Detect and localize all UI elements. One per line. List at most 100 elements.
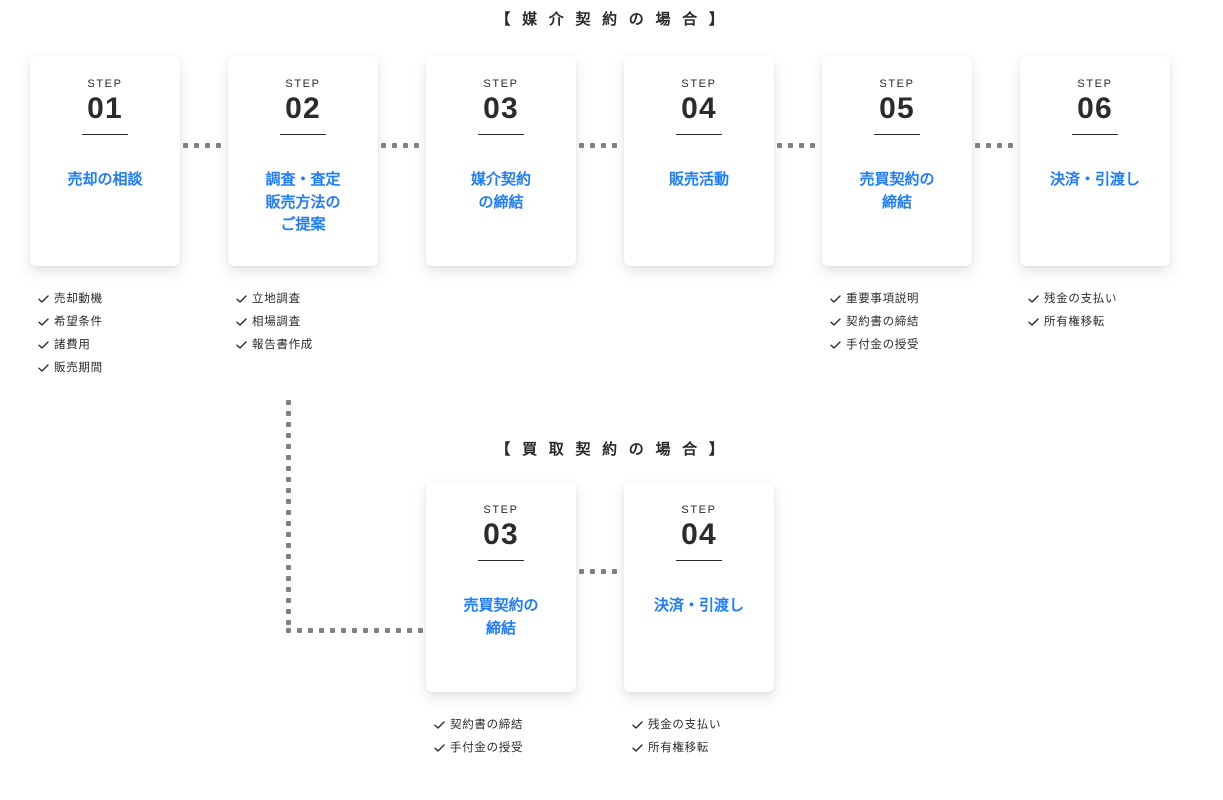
step-card-purchase-04: STEP04決済・引渡し <box>624 482 774 692</box>
connector-row1-4 <box>975 143 1013 149</box>
connector-dot <box>286 521 291 526</box>
connector-dot <box>392 143 397 148</box>
check-icon <box>830 318 842 327</box>
checklist-item-label: 契約書の締結 <box>846 311 919 334</box>
step-title: 販売活動 <box>634 169 764 192</box>
step-number: 05 <box>832 92 962 126</box>
step-label: STEP <box>238 78 368 90</box>
step-card-brokerage-04: STEP 04 販売活動 <box>624 56 774 266</box>
step-card-brokerage-01: STEP01売却の相談 <box>30 56 180 266</box>
step-number: 03 <box>436 92 566 126</box>
connector-dot <box>286 532 291 537</box>
connector-branch-vertical <box>286 400 292 625</box>
checklist-item-label: 契約書の締結 <box>450 714 523 737</box>
step-card-brokerage-02: STEP02調査・査定 販売方法の ご提案 <box>228 56 378 266</box>
checklist-item-label: 報告書作成 <box>252 334 313 357</box>
connector-branch-horizontal <box>286 628 423 634</box>
connector-dot <box>612 569 617 574</box>
connector-dot <box>308 628 313 633</box>
check-icon <box>1028 318 1040 327</box>
connector-dot <box>286 620 291 625</box>
connector-dot <box>590 569 595 574</box>
step-card-brokerage-03: STEP 03 媒介契約 の締結 <box>426 56 576 266</box>
connector-dot <box>286 576 291 581</box>
checklist-item: 相場調査 <box>236 311 396 334</box>
connector-row1-2 <box>579 143 617 149</box>
check-icon <box>434 721 446 730</box>
checklist-item-label: 希望条件 <box>54 311 103 334</box>
step-label: STEP <box>40 78 170 90</box>
step-divider <box>676 560 722 561</box>
step-divider <box>676 134 722 135</box>
checklist-item-label: 残金の支払い <box>1044 288 1117 311</box>
connector-dot <box>286 510 291 515</box>
check-icon <box>236 295 248 304</box>
connector-dot <box>396 628 401 633</box>
step-label: STEP <box>634 78 764 90</box>
step-card-brokerage-06: STEP 06 決済・引渡し <box>1020 56 1170 266</box>
connector-dot <box>286 477 291 482</box>
check-icon <box>632 744 644 753</box>
checklist-item-label: 販売期間 <box>54 357 103 380</box>
step-divider <box>82 134 128 135</box>
connector-dot <box>414 143 419 148</box>
checklist-item-label: 相場調査 <box>252 311 301 334</box>
connector-dot <box>286 628 291 633</box>
step-label: STEP <box>436 78 566 90</box>
check-icon <box>434 744 446 753</box>
checklist-item: 売却動機 <box>38 288 198 311</box>
check-icon <box>830 341 842 350</box>
step-number: 06 <box>1030 92 1160 126</box>
connector-dot <box>286 422 291 427</box>
connector-row2-0 <box>579 569 617 575</box>
connector-dot <box>194 143 199 148</box>
connector-dot <box>810 143 815 148</box>
connector-dot <box>286 466 291 471</box>
step-title: 媒介契約 の締結 <box>436 169 566 214</box>
connector-dot <box>286 488 291 493</box>
checklist-item-label: 手付金の授受 <box>846 334 919 357</box>
step-title: 決済・引渡し <box>1030 169 1160 192</box>
connector-dot <box>183 143 188 148</box>
checklist-item: 所有権移転 <box>632 737 792 760</box>
check-icon <box>830 295 842 304</box>
checklist-item: 諸費用 <box>38 334 198 357</box>
connector-dot <box>286 587 291 592</box>
connector-row1-0 <box>183 143 221 149</box>
connector-dot <box>1008 143 1013 148</box>
step-number: 04 <box>634 518 764 552</box>
check-icon <box>632 721 644 730</box>
connector-dot <box>286 400 291 405</box>
step-label: STEP <box>436 504 566 516</box>
step-number: 03 <box>436 518 566 552</box>
step-title: 調査・査定 販売方法の ご提案 <box>238 169 368 237</box>
connector-dot <box>777 143 782 148</box>
check-icon <box>38 364 50 373</box>
connector-dot <box>286 609 291 614</box>
checklist-item-label: 残金の支払い <box>648 714 721 737</box>
checklist-brokerage-01: 売却動機希望条件諸費用販売期間 <box>38 288 198 380</box>
check-icon <box>236 341 248 350</box>
connector-dot <box>319 628 324 633</box>
check-icon <box>38 295 50 304</box>
connector-dot <box>407 628 412 633</box>
step-label: STEP <box>1030 78 1160 90</box>
connector-dot <box>381 143 386 148</box>
connector-dot <box>590 143 595 148</box>
step-label: STEP <box>634 504 764 516</box>
connector-dot <box>579 143 584 148</box>
section-title-purchase: 【 買 取 契 約 の 場 合 】 <box>0 438 1223 459</box>
checklist-item-label: 諸費用 <box>54 334 91 357</box>
checklist-item-label: 立地調査 <box>252 288 301 311</box>
step-divider <box>478 134 524 135</box>
connector-dot <box>286 455 291 460</box>
connector-dot <box>297 628 302 633</box>
checklist-brokerage-06: 残金の支払い所有権移転 <box>1028 288 1188 334</box>
connector-dot <box>418 628 423 633</box>
checklist-item: 残金の支払い <box>632 714 792 737</box>
connector-dot <box>403 143 408 148</box>
checklist-item: 残金の支払い <box>1028 288 1188 311</box>
step-number: 04 <box>634 92 764 126</box>
checklist-item-label: 手付金の授受 <box>450 737 523 760</box>
checklist-item-label: 売却動機 <box>54 288 103 311</box>
